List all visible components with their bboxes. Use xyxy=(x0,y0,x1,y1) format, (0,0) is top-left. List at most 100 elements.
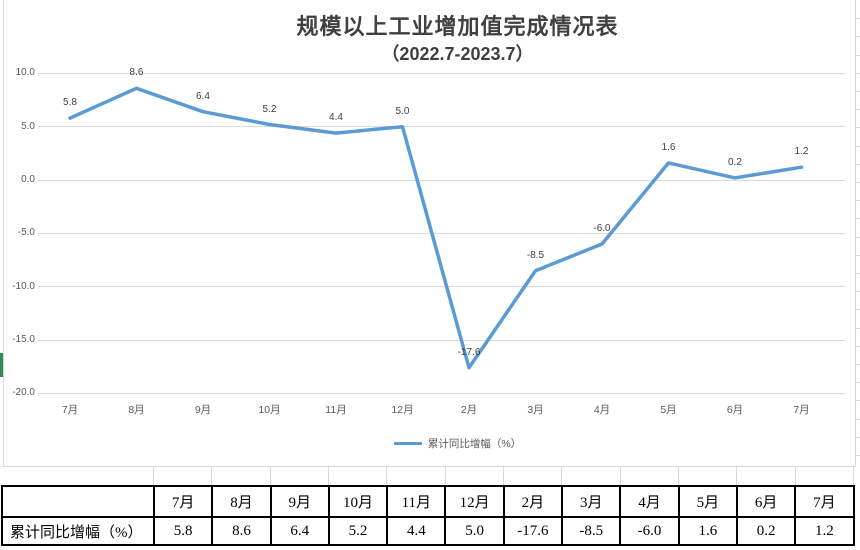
sheet-row-gridline-stub xyxy=(856,18,860,20)
table-value-cell[interactable]: -6.0 xyxy=(619,516,680,546)
y-axis-tick-label: -20.0 xyxy=(12,387,35,399)
gridline xyxy=(38,286,845,288)
sheet-row-gridline-stub xyxy=(856,254,860,256)
table-value-cell[interactable]: 5.8 xyxy=(152,516,214,546)
gridline xyxy=(38,72,845,74)
legend-label: 累计同比增幅（%） xyxy=(427,438,522,450)
sheet-row-gridline-stub xyxy=(856,36,860,38)
table-value-cell[interactable]: 6.4 xyxy=(269,516,330,546)
x-axis-label: 7月 xyxy=(793,404,810,416)
sheet-row-gridline-stub xyxy=(856,436,860,438)
chart-title: 规模以上工业增加值完成情况表 xyxy=(296,14,619,39)
gridline xyxy=(38,232,845,234)
x-axis-label: 9月 xyxy=(194,404,212,416)
y-axis-tick-label: 10.0 xyxy=(15,67,35,79)
table-value-row: 累计同比增幅（%） 5.8 8.6 6.4 5.2 4.4 5.0 -17.6 -8.5 -6.… xyxy=(1,516,855,546)
table-value-cell[interactable]: -8.5 xyxy=(561,516,622,546)
table-value-cell[interactable]: 5.0 xyxy=(444,516,505,546)
table-value-cell[interactable]: 8.6 xyxy=(211,516,272,546)
x-axis-label: 3月 xyxy=(527,404,544,416)
x-axis-label: 7月 xyxy=(61,404,79,416)
data-label: 1.6 xyxy=(661,141,676,153)
sheet-row-gridline-stub xyxy=(856,345,860,347)
sheet-row-gridline-stub xyxy=(856,109,860,111)
sheet-row-gridline-stub xyxy=(856,400,860,402)
x-axis-label: 5月 xyxy=(660,404,677,416)
sheet-row-gridline-stub xyxy=(856,236,860,238)
y-axis-tick-label: -15.0 xyxy=(12,334,35,345)
table-header-cell[interactable]: 5月 xyxy=(677,485,738,518)
sheet-row-gridline-stub xyxy=(856,54,860,56)
table-header-cell[interactable]: 12月 xyxy=(444,485,505,518)
sheet-column-gridline xyxy=(678,467,679,485)
data-label: 0.2 xyxy=(728,156,742,168)
data-label: -8.5 xyxy=(526,249,545,261)
table-row-label[interactable]: 累计同比增幅（%） xyxy=(1,516,155,546)
x-axis-label: 11月 xyxy=(325,404,347,416)
table-value-cell[interactable]: -17.6 xyxy=(502,516,564,546)
table-header-cell[interactable]: 8月 xyxy=(211,485,272,518)
chart-canvas xyxy=(68,86,804,370)
table-header-cell[interactable]: 7月 xyxy=(794,485,855,518)
data-label: 5.8 xyxy=(63,97,77,109)
sheet-column-gridline xyxy=(444,467,446,485)
sheet-row-gridline-stub xyxy=(856,163,860,165)
y-axis-tick-label: 0.0 xyxy=(21,174,35,185)
sheet-row-gridline-stub xyxy=(856,200,860,202)
table-header-cell[interactable]: 2月 xyxy=(502,485,564,518)
gridline xyxy=(38,339,845,341)
sheet-row-gridline-stub xyxy=(856,418,860,420)
sheet-row-gridline-stub xyxy=(856,127,860,129)
sheet-row-gridline-stub xyxy=(856,72,860,74)
sheet-column-gridline xyxy=(269,467,271,485)
data-label: 4.4 xyxy=(329,112,343,124)
table-header-cell[interactable]: 4月 xyxy=(619,485,680,518)
table-header-cell[interactable]: 10月 xyxy=(327,485,389,518)
x-axis-label: 12月 xyxy=(391,404,414,416)
table-value-cell[interactable]: 4.4 xyxy=(386,516,447,546)
sheet-column-gridline xyxy=(853,467,854,485)
sheet-row-gridline-stub xyxy=(856,273,860,274)
legend[interactable]: 累计同比增幅（%） xyxy=(70,436,845,451)
sheet-column-gridline xyxy=(386,467,388,485)
y-axis-tick-label: 5.0 xyxy=(21,120,35,132)
data-label: 8.6 xyxy=(129,67,144,79)
chart-subtitle: （2022.7-2023.7） xyxy=(381,44,534,64)
sheet-column-gridline xyxy=(736,467,738,485)
sheet-row-gridline-stub xyxy=(856,291,860,293)
sheet-row-gridline-stub xyxy=(856,309,860,311)
table-header-cell[interactable]: 7月 xyxy=(152,485,214,518)
data-label: 6.4 xyxy=(196,90,210,102)
table-value-cell[interactable]: 1.2 xyxy=(794,516,855,546)
sheet-row-gridline-stub xyxy=(856,145,860,147)
sheet-edge-green-marker xyxy=(0,353,3,377)
table-value-cell[interactable]: 1.6 xyxy=(677,516,738,546)
data-label: 1.2 xyxy=(794,146,809,158)
table-header-cell[interactable]: 9月 xyxy=(269,485,330,518)
table-header-cell[interactable]: 6月 xyxy=(735,485,797,518)
table-header-row: 7月 8月 9月 10月 11月 12月 2月 3月 4月 5月 6月 7月 xyxy=(1,485,855,518)
series-line[interactable] xyxy=(68,86,804,370)
table-value-cell[interactable]: 0.2 xyxy=(735,516,797,546)
gridline xyxy=(38,392,845,394)
y-axis-tick-label: -5.0 xyxy=(17,227,35,239)
x-axis-label: 8月 xyxy=(128,404,145,416)
gridline xyxy=(38,179,845,181)
sheet-column-gridline xyxy=(619,467,621,485)
chart-object[interactable] xyxy=(3,0,856,467)
sheet-column-gridline xyxy=(561,467,563,485)
table-corner-cell[interactable] xyxy=(1,485,155,518)
x-axis-label: 2月 xyxy=(460,404,478,416)
sheet-row-gridline-stub xyxy=(856,382,860,384)
plot-area: 10.0 5.0 0.0 -5.0 -10.0 -15.0 -20.0 7月 8月 9月 10月 11… xyxy=(12,67,845,416)
sheet-row-gridline-stub xyxy=(856,218,860,220)
sheet-column-gridline xyxy=(794,467,796,485)
table-header-cell[interactable]: 11月 xyxy=(386,485,447,518)
x-axis-label: 6月 xyxy=(726,404,744,416)
sheet-row-gridline-stub xyxy=(856,455,860,456)
data-label: -17.6 xyxy=(457,346,481,358)
legend-line-swatch xyxy=(393,442,422,445)
table-header-cell[interactable]: 3月 xyxy=(561,485,622,518)
sheet-column-gridline xyxy=(503,467,504,485)
table-value-cell[interactable]: 5.2 xyxy=(327,516,389,546)
